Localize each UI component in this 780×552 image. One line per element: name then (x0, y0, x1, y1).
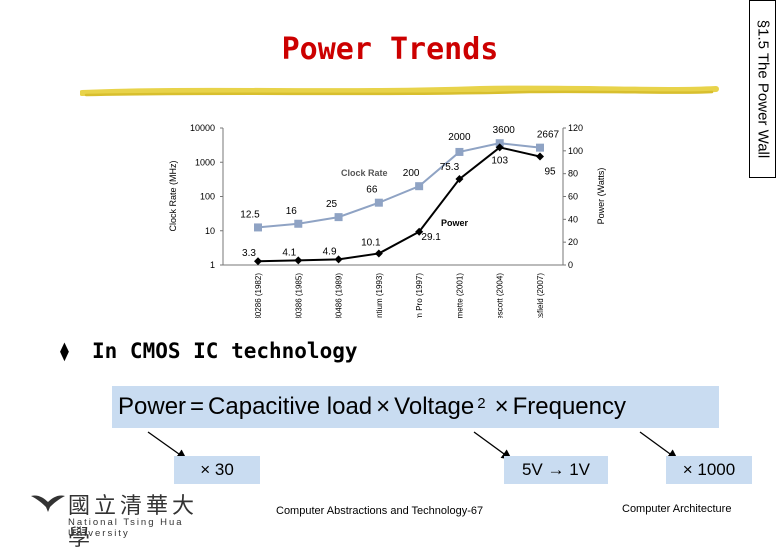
callout-frequency: × 1000 (666, 456, 752, 484)
callout-voltage: 5V → 1V (504, 456, 608, 484)
bullet-text: In CMOS IC technology (92, 339, 358, 363)
power-point (536, 152, 544, 161)
right-tick-label: 120 (568, 123, 583, 133)
clock-rate-point (415, 182, 424, 191)
clock-rate-data-label: 12.5 (240, 209, 260, 220)
power-data-label: 3.3 (242, 248, 256, 259)
clock-rate-data-label: 66 (366, 185, 378, 196)
formula-equals: = (190, 393, 205, 420)
title-underline (80, 85, 719, 97)
clock-rate-data-label: 2667 (537, 130, 560, 141)
clock-rate-point (294, 219, 303, 228)
clock-rate-point (536, 143, 544, 152)
formula-term-capacitive-load: Capacitive load (208, 393, 373, 420)
section-tab: §1.5 The Power Wall (749, 0, 776, 178)
clock-rate-data-label: 3600 (493, 125, 516, 136)
power-point (374, 249, 383, 258)
university-name-english: National Tsing Hua University (68, 517, 184, 539)
x-tick-label: Pentium (1993) (375, 273, 384, 318)
clock-rate-point (455, 147, 464, 156)
right-tick-label: 40 (568, 214, 578, 224)
diamond-bullet-icon: ⧫ (60, 340, 69, 361)
right-axis-label: Power (Watts) (596, 168, 606, 225)
power-point (294, 256, 303, 265)
power-data-label: 29.1 (421, 232, 441, 243)
formula-exponent: 2 (477, 394, 486, 412)
left-tick-label: 10000 (190, 123, 215, 133)
left-tick-label: 10 (205, 226, 215, 236)
x-tick-label: 80486 (1989) (335, 273, 344, 318)
formula-term-voltage: Voltage (394, 393, 475, 420)
clock-rate-data-label: 25 (326, 199, 338, 210)
arrow-voltage (473, 431, 513, 460)
x-tick-label: Core 2 Kentsfield (2007) (536, 273, 545, 318)
clock-rate-data-label: 2000 (448, 132, 471, 143)
callout-arrows (147, 431, 679, 460)
right-tick-label: 20 (568, 237, 578, 247)
clock-rate-data-label: 16 (286, 206, 298, 217)
clock-rate-line (257, 142, 541, 229)
power-point (455, 175, 464, 184)
legend-clock-rate: Clock Rate (341, 168, 388, 178)
power-point (254, 257, 262, 266)
right-tick-label: 80 (568, 169, 578, 179)
formula-times-2: × (494, 393, 509, 420)
slide-title: Power Trends (281, 32, 499, 67)
right-tick-label: 0 (568, 260, 573, 270)
clock-rate-point (334, 213, 343, 222)
callout-capacitance: × 30 (174, 456, 260, 484)
x-tick-label: Pentium Pro (1997) (415, 273, 424, 318)
footer-center: Computer Abstractions and Technology-67 (276, 505, 484, 517)
x-tick-label: Pentium 4 Willamette (2001) (455, 273, 464, 318)
power-point (495, 143, 504, 152)
right-tick-label: 100 (568, 146, 583, 156)
formula-times-1: × (376, 393, 391, 420)
right-tick-label: 60 (568, 192, 578, 202)
power-line (257, 146, 541, 263)
left-tick-label: 1 (210, 260, 215, 270)
power-data-label: 10.1 (361, 237, 381, 248)
power-data-label: 4.9 (323, 246, 337, 257)
university-name-chinese: 國立清華大學 (68, 494, 199, 551)
clock-rate-data-label: 200 (403, 168, 420, 179)
power-point (334, 255, 343, 264)
clock-rate-point (254, 223, 262, 232)
footer-right: Computer Architecture (622, 503, 732, 515)
legend-power: Power (441, 218, 469, 228)
x-tick-label: Pentium 4 Prescott (2004) (496, 273, 505, 318)
bullet-row: ⧫ In CMOS IC technology (60, 339, 358, 363)
university-logo: 國立清華大學 National Tsing Hua University (30, 488, 205, 551)
formula-term-frequency: Frequency (512, 393, 626, 420)
power-data-label: 4.1 (282, 247, 296, 258)
x-tick-label: 80386 (1985) (294, 273, 303, 318)
left-axis-label: Clock Rate (MHz) (168, 160, 178, 231)
arrow-capacitive (147, 431, 188, 460)
x-tick-label: 80286 (1982) (254, 273, 263, 318)
left-tick-label: 100 (200, 192, 215, 202)
power-point (415, 227, 424, 236)
clock-rate-point (374, 198, 383, 207)
clock-rate-point (495, 139, 504, 148)
power-data-label: 103 (491, 155, 508, 166)
bird-emblem-icon (31, 495, 65, 512)
power-data-label: 75.3 (440, 162, 460, 173)
power-data-label: 95 (544, 167, 556, 178)
left-tick-label: 1000 (195, 157, 215, 167)
formula-term-power: Power (118, 393, 187, 420)
power-formula: Power = Capacitive load × Voltage 2 × Fr… (112, 386, 719, 428)
arrow-frequency (639, 431, 679, 460)
power-trends-chart: 1 10 100 1000 10000 0 20 40 60 80 100 120 Clock Rate… (168, 123, 606, 318)
